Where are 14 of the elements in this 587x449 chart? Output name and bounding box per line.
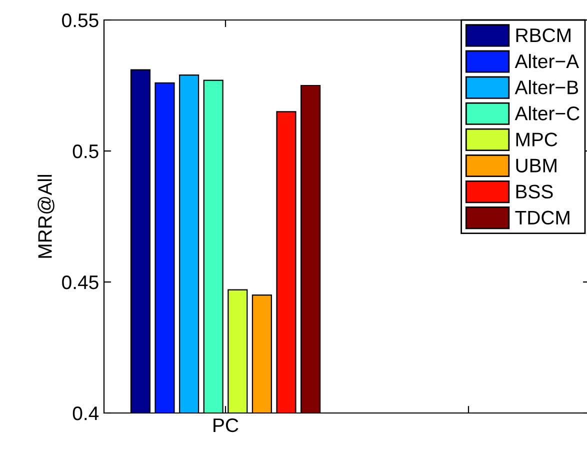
- legend-label: UBM: [516, 158, 556, 172]
- legend-label: BSS: [516, 184, 553, 198]
- legend-label: TDCM: [515, 210, 570, 225]
- legend-label: Alter−C: [514, 106, 580, 120]
- y-axis-title: MRR@All: [38, 174, 54, 258]
- legend-label: Alter−A: [514, 54, 580, 68]
- y-tick-label: 0.55: [62, 13, 98, 28]
- y-tick-label: 0.5: [72, 144, 98, 158]
- y-tick-label: 0.45: [62, 275, 98, 290]
- legend-label: MPC: [516, 132, 558, 146]
- x-tick-label: PC: [214, 418, 238, 432]
- y-tick-label: 0.4: [72, 406, 99, 420]
- legend-label: RBCM: [516, 28, 570, 42]
- legend-label: Alter−B: [514, 80, 578, 94]
